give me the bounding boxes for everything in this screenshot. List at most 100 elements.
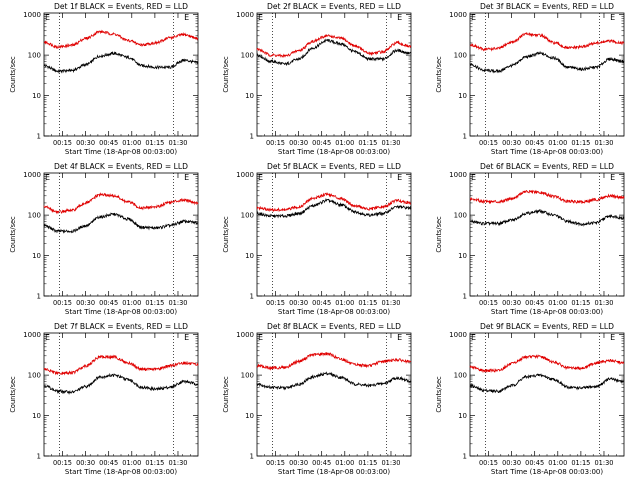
y-tick-label: 1000 bbox=[236, 331, 254, 339]
x-tick-label: 01:15 bbox=[145, 459, 164, 467]
series-events-line bbox=[256, 371, 412, 391]
e-marker-left: E bbox=[471, 173, 476, 182]
y-tick-label: 10 bbox=[245, 92, 254, 100]
x-tick-label: 00:15 bbox=[53, 139, 72, 147]
series-lld-line bbox=[469, 189, 625, 205]
x-tick-label: 01:00 bbox=[335, 459, 354, 467]
y-tick-label: 1000 bbox=[449, 331, 467, 339]
e-marker-left: E bbox=[258, 173, 263, 182]
x-tick-label: 01:15 bbox=[145, 299, 164, 307]
plot-frame bbox=[469, 12, 625, 137]
y-tick-label: 10 bbox=[458, 92, 467, 100]
y-tick-label: 1 bbox=[37, 133, 41, 141]
x-tick-label: 01:00 bbox=[548, 459, 567, 467]
e-marker-right: E bbox=[184, 333, 189, 342]
x-tick-label: 01:15 bbox=[145, 139, 164, 147]
y-axis-label: Counts/sec bbox=[9, 216, 17, 253]
detector-plot-1: Det 1f BLACK = Events, RED = LLD 1 10 100 10… bbox=[9, 2, 199, 156]
y-axis-label: Counts/sec bbox=[435, 56, 443, 93]
y-axis-label: Counts/sec bbox=[435, 216, 443, 253]
y-tick-label: 100 bbox=[454, 52, 467, 60]
x-tick-label: 00:45 bbox=[525, 299, 544, 307]
y-axis-label: Counts/sec bbox=[222, 56, 230, 93]
x-axis-label: Start Time (18-Apr-08 00:03:00) bbox=[278, 308, 390, 316]
x-tick-label: 01:15 bbox=[358, 459, 377, 467]
plot-title: Det 1f BLACK = Events, RED = LLD bbox=[54, 2, 188, 11]
y-tick-label: 100 bbox=[454, 212, 467, 220]
detector-plot-9: Det 9f BLACK = Events, RED = LLD 1 10 100 10… bbox=[435, 322, 625, 476]
e-marker-right: E bbox=[610, 13, 615, 22]
x-tick-label: 00:15 bbox=[266, 459, 285, 467]
x-tick-label: 00:45 bbox=[312, 459, 331, 467]
plot-title: Det 7f BLACK = Events, RED = LLD bbox=[54, 322, 188, 331]
e-marker-right: E bbox=[184, 13, 189, 22]
x-tick-label: 00:30 bbox=[76, 459, 95, 467]
x-tick-label: 00:30 bbox=[502, 299, 521, 307]
e-marker-left: E bbox=[45, 13, 50, 22]
e-marker-left: E bbox=[471, 333, 476, 342]
detector-plot-4: Det 4f BLACK = Events, RED = LLD 1 10 100 10… bbox=[9, 162, 199, 316]
series-events-line bbox=[43, 212, 199, 234]
y-tick-label: 1 bbox=[463, 453, 467, 461]
series-lld-line bbox=[43, 354, 199, 376]
detector-panel-9: Det 9f BLACK = Events, RED = LLD 1 10 100 10… bbox=[426, 320, 639, 480]
plot-title: Det 3f BLACK = Events, RED = LLD bbox=[480, 2, 614, 11]
series-lld-line bbox=[256, 352, 412, 371]
e-marker-left: E bbox=[45, 173, 50, 182]
x-tick-label: 01:30 bbox=[381, 459, 400, 467]
y-tick-label: 100 bbox=[454, 372, 467, 380]
plot-title: Det 5f BLACK = Events, RED = LLD bbox=[267, 162, 401, 171]
x-tick-label: 00:15 bbox=[479, 299, 498, 307]
x-tick-label: 00:15 bbox=[53, 299, 72, 307]
series-events-line bbox=[469, 373, 625, 394]
plot-title: Det 8f BLACK = Events, RED = LLD bbox=[267, 322, 401, 331]
x-tick-label: 00:30 bbox=[289, 299, 308, 307]
detector-panel-3: Det 3f BLACK = Events, RED = LLD 1 10 100 10… bbox=[426, 0, 639, 160]
y-tick-label: 1000 bbox=[236, 171, 254, 179]
x-axis-label: Start Time (18-Apr-08 00:03:00) bbox=[491, 308, 603, 316]
y-tick-label: 10 bbox=[245, 412, 254, 420]
y-tick-label: 1 bbox=[463, 293, 467, 301]
x-tick-label: 00:30 bbox=[502, 139, 521, 147]
series-events-line bbox=[257, 197, 412, 219]
x-tick-label: 01:00 bbox=[548, 139, 567, 147]
y-axis-label: Counts/sec bbox=[435, 376, 443, 413]
e-marker-right: E bbox=[397, 13, 402, 22]
plot-frame bbox=[43, 332, 199, 457]
x-axis-label: Start Time (18-Apr-08 00:03:00) bbox=[491, 148, 603, 156]
y-tick-label: 100 bbox=[28, 52, 41, 60]
y-tick-label: 1 bbox=[250, 133, 254, 141]
series-events-line bbox=[469, 208, 625, 227]
detector-panel-8: Det 8f BLACK = Events, RED = LLD 1 10 100 10… bbox=[213, 320, 426, 480]
plot-frame bbox=[256, 172, 412, 297]
x-tick-label: 01:00 bbox=[122, 459, 141, 467]
plot-title: Det 9f BLACK = Events, RED = LLD bbox=[480, 322, 614, 331]
y-tick-label: 10 bbox=[32, 92, 41, 100]
x-tick-label: 01:00 bbox=[335, 299, 354, 307]
series-lld-line bbox=[256, 191, 412, 213]
y-tick-label: 1000 bbox=[23, 11, 41, 19]
series-lld-line bbox=[43, 192, 199, 215]
y-axis-label: Counts/sec bbox=[9, 376, 17, 413]
y-tick-label: 100 bbox=[241, 372, 254, 380]
x-axis-label: Start Time (18-Apr-08 00:03:00) bbox=[65, 308, 177, 316]
x-tick-label: 00:15 bbox=[479, 459, 498, 467]
y-tick-label: 10 bbox=[32, 412, 41, 420]
detector-panel-6: Det 6f BLACK = Events, RED = LLD 1 10 100 10… bbox=[426, 160, 639, 320]
x-tick-label: 00:30 bbox=[289, 459, 308, 467]
x-axis-label: Start Time (18-Apr-08 00:03:00) bbox=[491, 468, 603, 476]
plot-frame bbox=[469, 332, 625, 457]
e-marker-right: E bbox=[610, 173, 615, 182]
x-tick-label: 00:45 bbox=[99, 139, 118, 147]
series-lld-line bbox=[256, 33, 412, 59]
y-axis-label: Counts/sec bbox=[9, 56, 17, 93]
y-tick-label: 100 bbox=[241, 212, 254, 220]
x-tick-label: 01:00 bbox=[122, 299, 141, 307]
x-tick-label: 00:45 bbox=[525, 459, 544, 467]
x-tick-label: 00:15 bbox=[479, 139, 498, 147]
x-tick-label: 01:30 bbox=[168, 139, 187, 147]
x-tick-label: 01:15 bbox=[571, 139, 590, 147]
y-tick-label: 10 bbox=[32, 252, 41, 260]
x-tick-label: 01:30 bbox=[381, 299, 400, 307]
